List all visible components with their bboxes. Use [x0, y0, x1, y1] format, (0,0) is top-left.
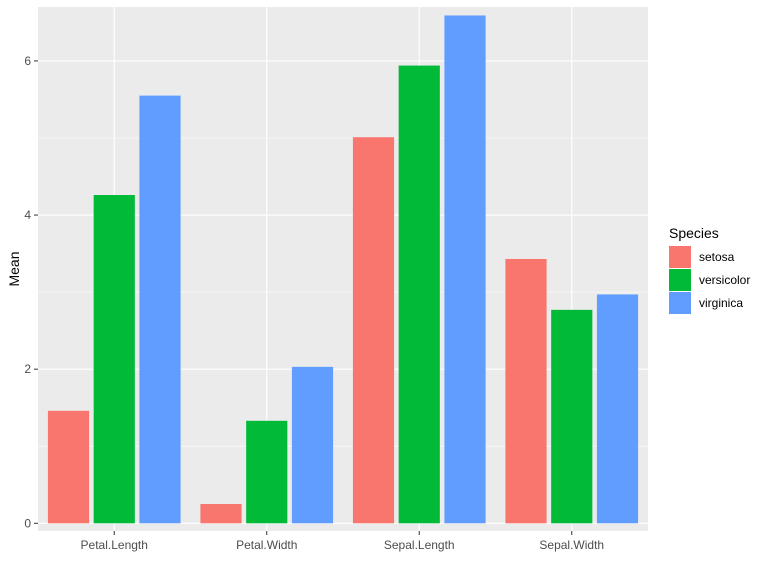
legend-key-versicolor [669, 269, 691, 291]
bar-setosa-petal-length [47, 410, 90, 524]
bar-virginica-petal-width [291, 366, 334, 524]
axes: 0 2 4 6 Petal.Length Petal.Width Sepal.Length S… [24, 54, 604, 552]
legend-title: Species [669, 225, 719, 241]
bars [47, 15, 639, 524]
legend-key-virginica [669, 292, 691, 314]
legend-key-setosa [669, 246, 691, 268]
y-tick-label: 4 [24, 208, 31, 222]
y-axis-title: Mean [6, 251, 22, 286]
bar-versicolor-sepal-width [551, 309, 593, 524]
legend-label-setosa: setosa [699, 250, 735, 264]
legend-label-virginica: virginica [699, 296, 743, 310]
y-tick-label: 2 [24, 362, 31, 376]
bar-versicolor-petal-width [246, 420, 288, 524]
bar-setosa-petal-width [200, 504, 242, 524]
x-tick-label: Petal.Length [81, 538, 148, 552]
y-tick-label: 6 [24, 54, 31, 68]
bar-versicolor-sepal-length [398, 65, 440, 524]
x-tick-label: Sepal.Length [384, 538, 455, 552]
x-tick-label: Sepal.Width [539, 538, 604, 552]
bar-virginica-sepal-length [444, 15, 486, 524]
legend-label-versicolor: versicolor [699, 273, 750, 287]
bar-setosa-sepal-length [352, 137, 395, 524]
bar-virginica-sepal-width [596, 294, 639, 524]
y-tick-label: 0 [24, 516, 31, 530]
bar-virginica-petal-length [139, 95, 181, 524]
bar-setosa-sepal-width [505, 258, 547, 524]
legend: Species setosa versicolor virginica [669, 225, 750, 314]
x-tick-label: Petal.Width [236, 538, 297, 552]
bar-versicolor-petal-length [93, 195, 135, 524]
